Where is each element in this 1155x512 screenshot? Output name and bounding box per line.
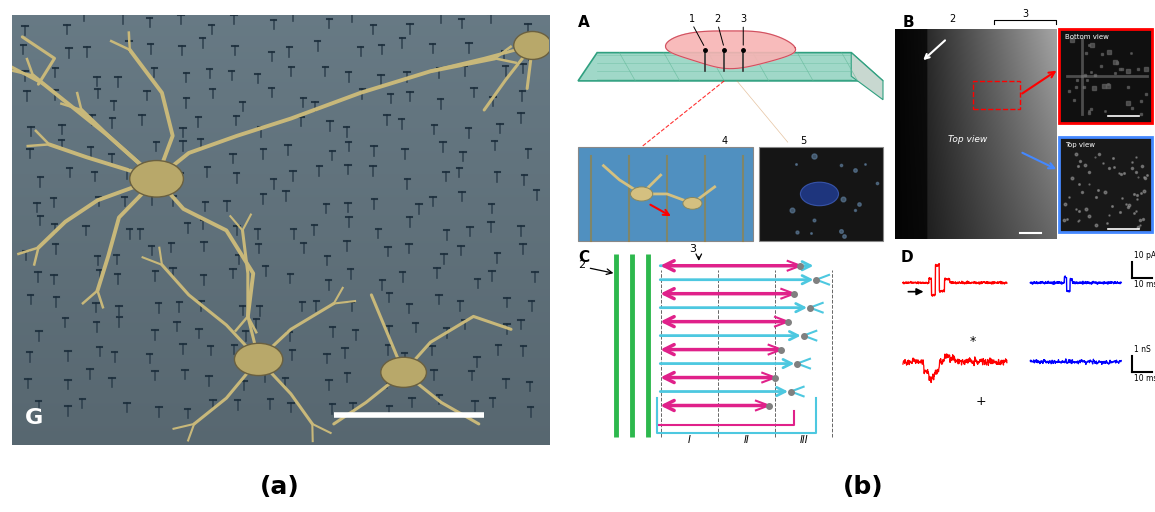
Ellipse shape xyxy=(514,32,551,59)
Text: +: + xyxy=(976,395,986,408)
Text: II: II xyxy=(744,435,750,445)
Polygon shape xyxy=(851,53,882,100)
Ellipse shape xyxy=(683,198,702,209)
Bar xyxy=(973,81,1020,109)
Text: 1: 1 xyxy=(690,14,695,24)
Text: 2: 2 xyxy=(578,260,586,270)
Text: Top view: Top view xyxy=(948,135,988,144)
Ellipse shape xyxy=(381,357,426,388)
Polygon shape xyxy=(578,53,882,81)
Text: (b): (b) xyxy=(843,475,884,499)
Text: Bottom view: Bottom view xyxy=(1065,34,1109,40)
FancyBboxPatch shape xyxy=(578,147,753,241)
Text: 10 ms: 10 ms xyxy=(1134,374,1155,382)
Text: 3: 3 xyxy=(688,244,696,254)
Text: *: * xyxy=(970,335,976,348)
Polygon shape xyxy=(665,31,796,69)
Text: G: G xyxy=(25,408,43,428)
FancyBboxPatch shape xyxy=(1059,29,1153,123)
FancyBboxPatch shape xyxy=(1059,137,1153,231)
Text: 2: 2 xyxy=(715,14,721,24)
Text: 3: 3 xyxy=(1022,9,1028,19)
Ellipse shape xyxy=(129,161,184,197)
Text: 10 pA: 10 pA xyxy=(1134,251,1155,260)
Text: (a): (a) xyxy=(260,475,300,499)
FancyBboxPatch shape xyxy=(759,147,882,241)
Text: Top view: Top view xyxy=(1065,142,1095,148)
Text: C: C xyxy=(578,250,589,265)
Ellipse shape xyxy=(631,187,653,201)
Ellipse shape xyxy=(234,343,283,375)
Ellipse shape xyxy=(800,182,839,206)
Text: 10 ms: 10 ms xyxy=(1134,280,1155,289)
Text: 2: 2 xyxy=(949,14,955,24)
Text: I: I xyxy=(688,435,691,445)
Text: 5: 5 xyxy=(800,137,806,146)
Text: B: B xyxy=(903,15,915,30)
Text: 1 nS: 1 nS xyxy=(1134,345,1152,354)
Text: D: D xyxy=(901,250,912,265)
Text: A: A xyxy=(578,15,590,30)
Text: 4: 4 xyxy=(721,137,728,146)
Text: III: III xyxy=(799,435,807,445)
Text: 3: 3 xyxy=(740,14,746,24)
